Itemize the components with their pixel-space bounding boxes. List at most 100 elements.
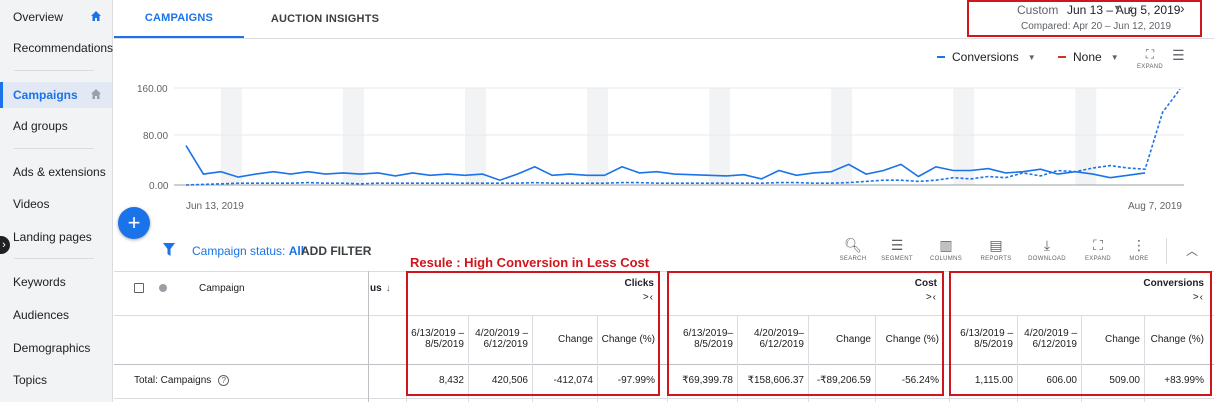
add-button[interactable]: + xyxy=(118,207,150,239)
status-column-header[interactable]: us ↓ xyxy=(370,279,391,297)
sidebar-item-overview[interactable]: Overview xyxy=(0,4,112,30)
row-divider xyxy=(114,364,1214,365)
tool-label: SEARCH xyxy=(839,256,867,262)
total-row-label: Total: Campaigns ? xyxy=(134,371,230,389)
expand-tool-button[interactable]: ⛶ EXPAND xyxy=(1077,236,1119,262)
conversions-change-pct-header[interactable]: Change (%) xyxy=(1150,333,1204,345)
x-tick-label: Jun 13, 2019 xyxy=(186,201,244,212)
sidebar-item-topics[interactable]: Topics xyxy=(0,367,112,393)
highlight-box-clicks xyxy=(406,271,660,396)
reports-tool-button[interactable]: ▤ REPORTS xyxy=(975,236,1017,262)
sidebar-item-label: Overview xyxy=(13,10,64,24)
sidebar-item-keywords[interactable]: Keywords xyxy=(0,269,112,295)
sidebar: Overview Recommendations Campaigns Ad gr… xyxy=(0,0,113,402)
column-divider xyxy=(1017,315,1018,402)
weekend-band xyxy=(831,88,853,185)
column-divider xyxy=(875,315,876,402)
cost-change-header[interactable]: Change xyxy=(835,333,871,345)
columns-icon: ▥ xyxy=(939,237,953,253)
filter-status-value: All xyxy=(288,244,305,258)
metric-label: None xyxy=(1073,50,1102,64)
sidebar-item-recommendations[interactable]: Recommendations xyxy=(0,35,113,61)
y-tick-label: 0.00 xyxy=(149,181,169,192)
sidebar-item-campaigns[interactable]: Campaigns xyxy=(0,82,112,108)
conversions-compare-header[interactable]: 4/20/2019 – 6/12/2019 xyxy=(1024,328,1077,350)
filter-status-prefix: Campaign status: xyxy=(192,244,286,258)
collapse-arrows-icon[interactable]: >‹ xyxy=(1192,292,1204,303)
help-icon[interactable]: ? xyxy=(218,374,230,386)
collapse-arrows-icon[interactable]: >‹ xyxy=(642,292,654,303)
chevron-up-icon[interactable]: ︿ xyxy=(1186,244,1199,258)
date-range-picker[interactable]: Custom Jun 13 – Aug 5, 2019 Compared: Ap… xyxy=(967,0,1202,37)
select-all-checkbox[interactable] xyxy=(134,283,144,293)
search-tool-button[interactable]: 🔍︎ SEARCH xyxy=(832,236,874,262)
cost-change-pct-header[interactable]: Change (%) xyxy=(885,333,939,345)
total-clicks-compare: 420,506 xyxy=(491,374,528,386)
chevron-right-icon[interactable]: › xyxy=(1180,0,1185,16)
columns-tool-button[interactable]: ▥ COLUMNS xyxy=(925,236,967,262)
date-range-value[interactable]: Jun 13 – Aug 5, 2019 xyxy=(1067,3,1181,17)
cost-period-header[interactable]: 6/13/2019– 8/5/2019 xyxy=(682,328,733,350)
row-divider xyxy=(114,398,1214,399)
metric-selector-primary[interactable]: Conversions ▼ xyxy=(937,49,1036,65)
sidebar-item-label: Ads & extensions xyxy=(13,165,106,179)
total-clicks-change-pct: -97.99% xyxy=(617,374,655,386)
clicks-change-header[interactable]: Change xyxy=(557,333,593,345)
column-divider xyxy=(1081,315,1082,402)
clicks-change-pct-header[interactable]: Change (%) xyxy=(601,333,655,345)
column-divider xyxy=(532,315,533,402)
filter-icon[interactable] xyxy=(163,243,175,257)
download-tool-button[interactable]: ⤓ DOWNLOAD xyxy=(1026,236,1068,262)
tab-divider xyxy=(114,38,1214,39)
collapse-arrows-icon[interactable]: >‹ xyxy=(925,292,937,303)
total-cost-compare: ₹158,606.37 xyxy=(747,374,804,386)
sidebar-item-label: Topics xyxy=(13,373,48,387)
cost-group-header: Cost xyxy=(914,278,937,289)
column-divider xyxy=(468,315,469,402)
clicks-period-header[interactable]: 6/13/2019 –8/5/2019 xyxy=(411,328,464,350)
sidebar-item-audiences[interactable]: Audiences xyxy=(0,302,112,328)
tune-icon[interactable]: ☰ xyxy=(1172,47,1185,63)
add-filter-button[interactable]: ADD FILTER xyxy=(301,244,372,258)
clicks-compare-header[interactable]: 4/20/2019 – 6/12/2019 xyxy=(475,328,528,350)
segment-tool-button[interactable]: ☰ SEGMENT xyxy=(876,236,918,262)
sidebar-item-ad-groups[interactable]: Ad groups xyxy=(0,113,112,139)
total-clicks-period: 8,432 xyxy=(438,374,464,386)
metric-selector-secondary[interactable]: None ▼ xyxy=(1058,49,1119,65)
weekend-band xyxy=(1075,88,1097,185)
more-tool-button[interactable]: ⋮ MORE xyxy=(1118,236,1160,262)
weekend-band xyxy=(220,88,242,185)
sidebar-item-landing-pages[interactable]: Landing pages xyxy=(0,224,112,250)
expand-label: EXPAND xyxy=(1136,64,1164,70)
y-tick-label: 80.00 xyxy=(143,131,168,142)
conversions-change-header[interactable]: Change xyxy=(1104,333,1140,345)
clicks-group-header: Clicks xyxy=(624,278,654,289)
chevron-down-icon[interactable]: ▼ xyxy=(1113,3,1122,13)
campaign-column-header[interactable]: Campaign xyxy=(199,279,245,297)
series-line-dashed xyxy=(185,88,1181,186)
sidebar-divider xyxy=(14,148,94,149)
series-line-solid xyxy=(185,145,1146,182)
tab-auction-insights[interactable]: AUCTION INSIGHTS xyxy=(270,13,380,25)
header-label: Campaign xyxy=(199,282,245,294)
tool-label: SEGMENT xyxy=(881,256,913,262)
total-conversions-period: 1,115.00 xyxy=(974,374,1013,386)
sidebar-divider xyxy=(14,258,94,259)
sort-arrow-icon: ↓ xyxy=(385,282,391,294)
sidebar-item-videos[interactable]: Videos xyxy=(0,191,112,217)
cost-compare-header[interactable]: 4/20/2019– 6/12/2019 xyxy=(753,328,804,350)
sidebar-item-demographics[interactable]: Demographics xyxy=(0,335,112,361)
tab-campaigns[interactable]: CAMPAIGNS xyxy=(114,0,244,38)
expand-chart-button[interactable]: ⛶ EXPAND xyxy=(1136,47,1164,70)
sidebar-item-ads-extensions[interactable]: Ads & extensions xyxy=(0,159,112,185)
sidebar-item-label: Demographics xyxy=(13,341,91,355)
download-icon: ⤓ xyxy=(1043,237,1051,253)
campaign-status-filter[interactable]: Campaign status: All xyxy=(192,244,304,258)
chevron-right-icon[interactable]: › xyxy=(0,236,10,254)
conversions-period-header[interactable]: 6/13/2019 –8/5/2019 xyxy=(960,328,1013,350)
total-label: Total: Campaigns xyxy=(134,374,212,386)
chevron-left-icon[interactable]: ‹ xyxy=(1128,0,1133,16)
status-dot-icon[interactable] xyxy=(159,284,167,292)
total-clicks-change: -412,074 xyxy=(553,374,593,386)
date-custom-label: Custom xyxy=(1017,3,1059,17)
